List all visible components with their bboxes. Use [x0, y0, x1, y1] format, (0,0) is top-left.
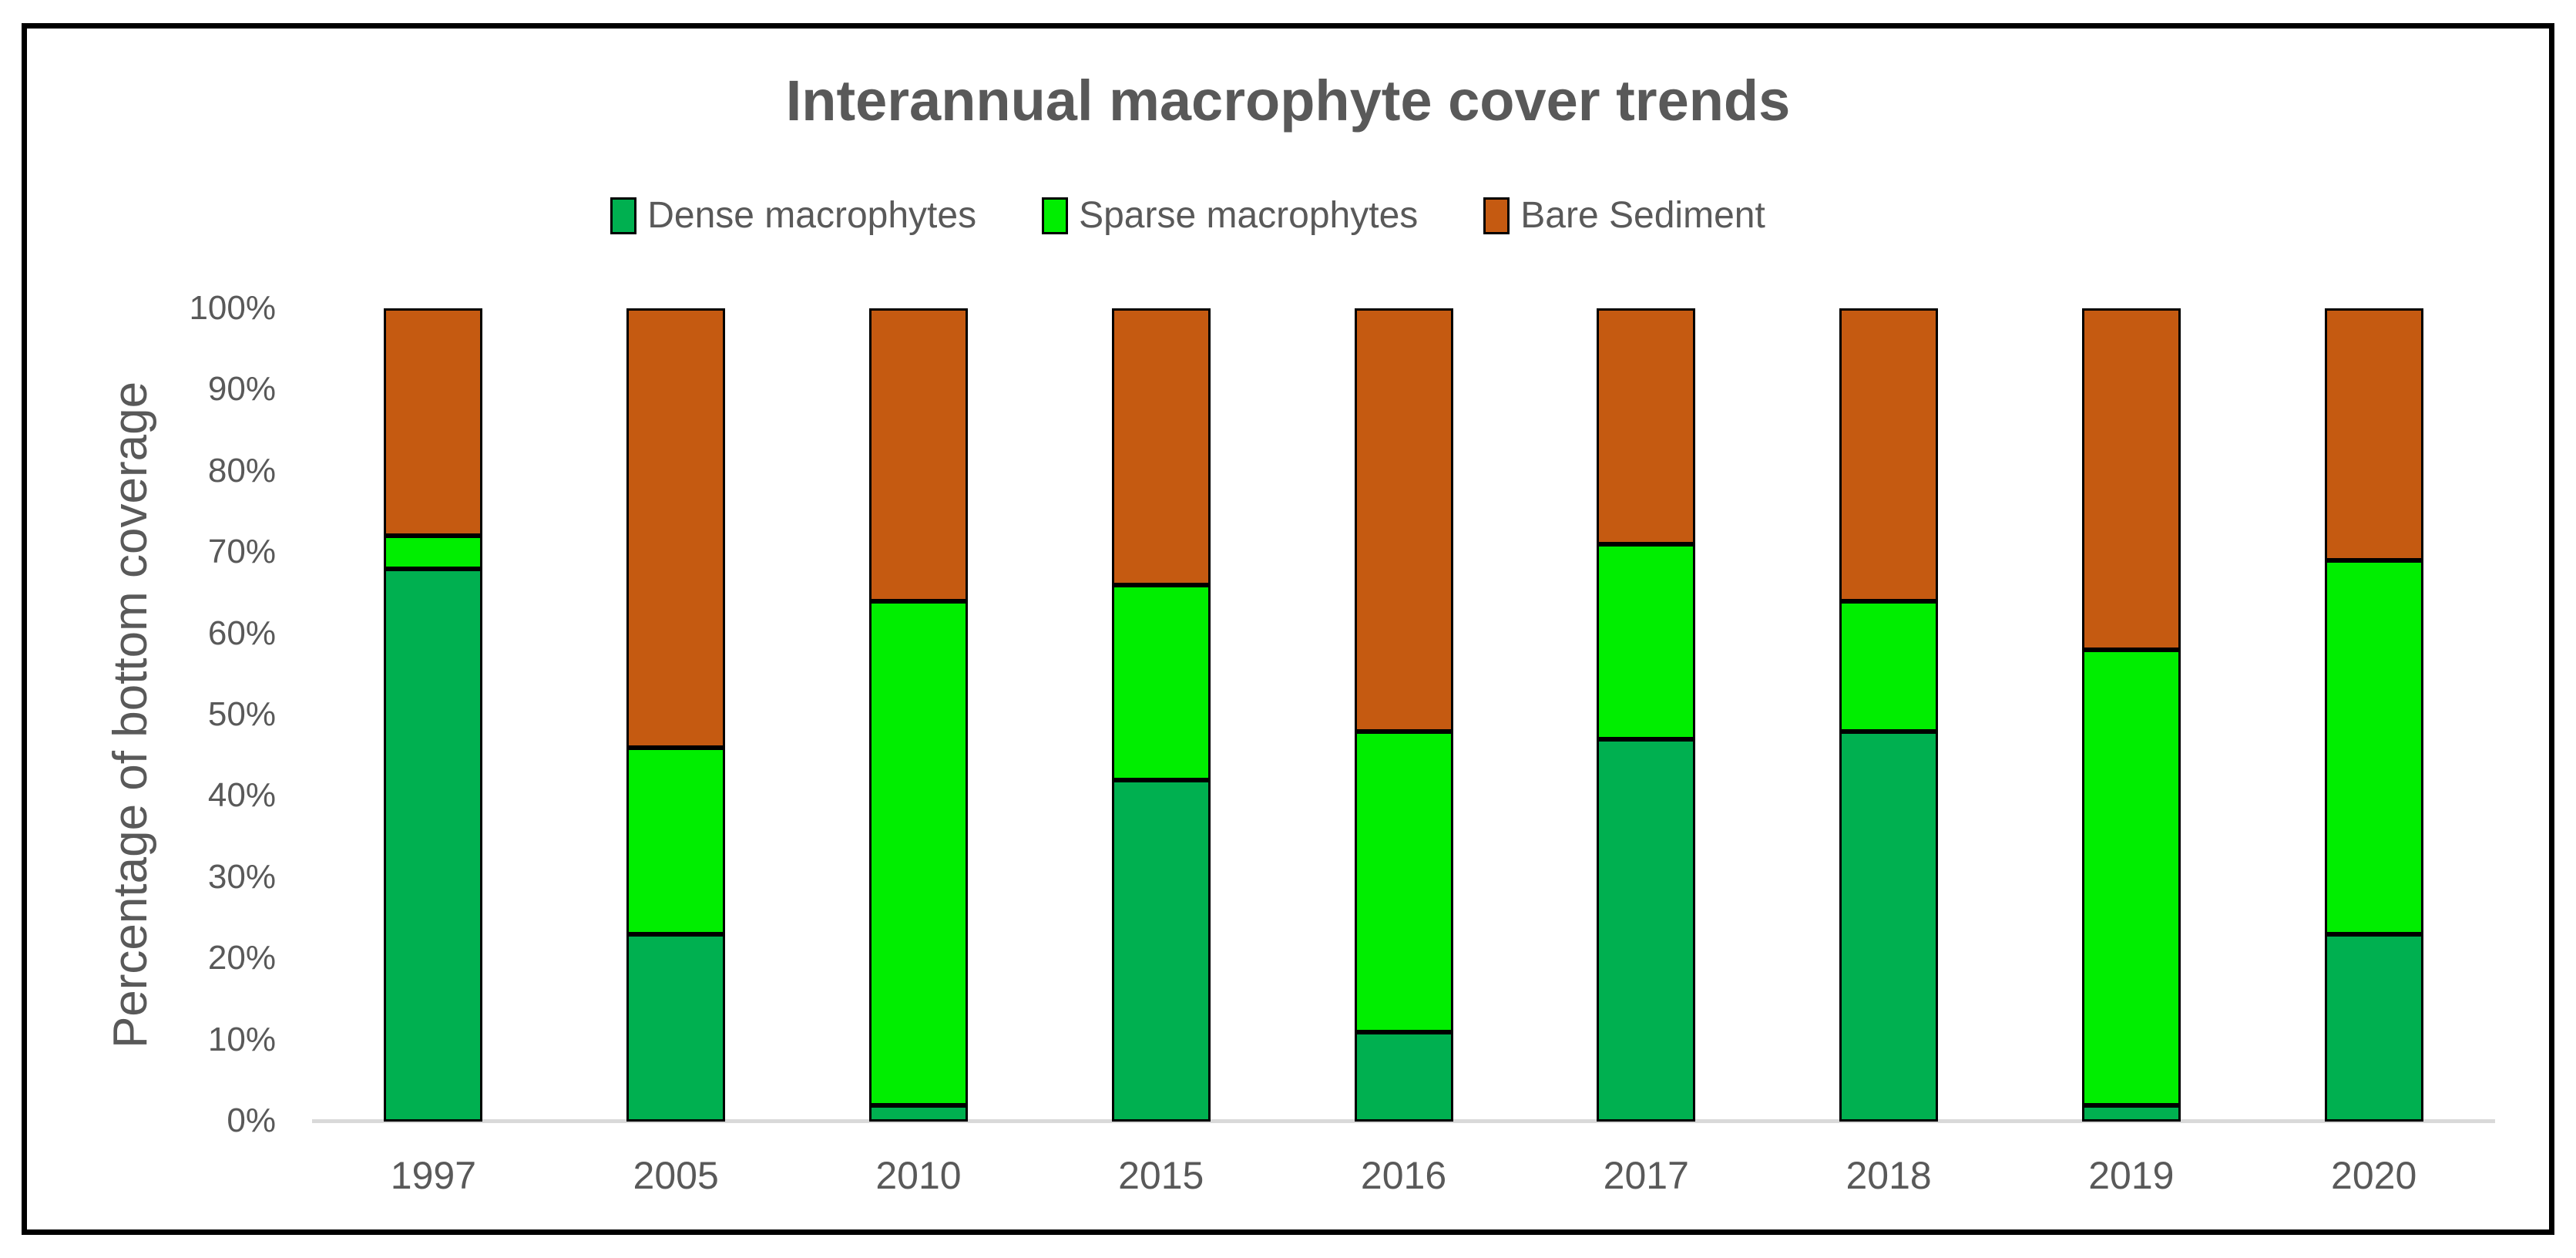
legend-item-dense: Dense macrophytes: [610, 194, 976, 237]
y-axis-tick-label: 100%: [189, 289, 276, 327]
chart-title: Interannual macrophyte cover trends: [785, 69, 1791, 133]
y-axis-tick-label: 20%: [207, 939, 276, 977]
legend-item-bare: Bare Sediment: [1483, 194, 1765, 237]
bar-segment: [1839, 308, 1939, 601]
legend-swatch-bare: [1483, 197, 1510, 234]
stacked-bar-2015: [1111, 308, 1211, 1122]
legend-label-dense: Dense macrophytes: [647, 195, 977, 236]
stacked-bar-2017: [1597, 308, 1696, 1122]
bar-segment: [868, 600, 968, 1105]
y-axis-tick-label: 70%: [207, 533, 276, 571]
stacked-bar-2010: [868, 308, 968, 1122]
bar-slot-2005: [555, 308, 798, 1122]
legend-item-sparse: Sparse macrophytes: [1042, 194, 1418, 237]
y-axis-tick-label: 40%: [207, 776, 276, 815]
bar-slot-2010: [798, 308, 1040, 1122]
stacked-bar-2005: [626, 308, 726, 1122]
bar-segment: [1111, 584, 1211, 780]
bar-slot-2020: [2252, 308, 2495, 1122]
bar-segment: [2081, 1105, 2181, 1122]
y-axis-tick-label: 30%: [207, 857, 276, 896]
stacked-bar-2020: [2324, 308, 2423, 1122]
bar-segment: [2324, 308, 2423, 561]
stacked-bar-2018: [1839, 308, 1939, 1122]
x-axis-label: 2015: [1118, 1154, 1204, 1197]
bar-segment: [1597, 308, 1696, 544]
bar-segment: [626, 747, 726, 935]
x-axis-label: 2016: [1360, 1154, 1447, 1197]
bar-segment: [626, 308, 726, 748]
bar-segment: [1354, 731, 1453, 1032]
x-axis-labels: 1997 2005 2010 2015 2016 2017 2018 2019 2020: [312, 1153, 2495, 1198]
legend-label-bare: Bare Sediment: [1520, 195, 1765, 236]
plot-area: [312, 308, 2495, 1122]
legend-swatch-dense: [610, 197, 637, 234]
y-axis-tick-label: 0%: [227, 1102, 276, 1139]
x-axis-label: 2017: [1603, 1154, 1689, 1197]
x-axis-label: 1997: [390, 1154, 476, 1197]
bar-slot-2015: [1039, 308, 1282, 1122]
stacked-bar-2016: [1354, 308, 1453, 1122]
y-axis-tick-label: 90%: [207, 370, 276, 409]
bar-segment: [1354, 1031, 1453, 1122]
bar-segment: [2081, 308, 2181, 651]
bar-segment: [868, 1105, 968, 1122]
bar-segment: [2081, 650, 2181, 1105]
x-axis-label: 2018: [1846, 1154, 1932, 1197]
bar-segment: [1597, 739, 1696, 1122]
x-axis-label: 2019: [2088, 1154, 2175, 1197]
bar-segment: [1839, 600, 1939, 732]
bar-segment: [1111, 779, 1211, 1122]
bar-segment: [2324, 934, 2423, 1122]
x-axis-label: 2005: [633, 1154, 719, 1197]
bar-slot-2017: [1525, 308, 1768, 1122]
y-axis-tick-label: 10%: [207, 1020, 276, 1058]
y-axis-tick-label: 80%: [207, 451, 276, 489]
bar-segment: [1111, 308, 1211, 585]
bar-segment: [1839, 731, 1939, 1122]
x-axis-label: 2010: [875, 1154, 962, 1197]
bar-segment: [626, 934, 726, 1122]
bar-segment: [2324, 560, 2423, 935]
y-axis-tick-label: 50%: [207, 695, 276, 733]
stacked-bar-1997: [384, 308, 483, 1122]
legend-label-sparse: Sparse macrophytes: [1079, 195, 1419, 236]
bar-segment: [1597, 543, 1696, 740]
legend-swatch-sparse: [1042, 197, 1069, 234]
bar-slot-1997: [312, 308, 555, 1122]
bar-segment: [1354, 308, 1453, 732]
bar-segment: [384, 308, 483, 536]
x-axis-label: 2020: [2331, 1154, 2417, 1197]
y-axis-tick-label: 60%: [207, 614, 276, 652]
bar-slot-2018: [1768, 308, 2010, 1122]
legend: Dense macrophytes Sparse macrophytes Bar…: [0, 194, 2376, 237]
bar-segment: [384, 536, 483, 569]
stacked-bar-2019: [2081, 308, 2181, 1122]
bar-segment: [384, 568, 483, 1122]
bar-segment: [868, 308, 968, 601]
bar-slot-2019: [2010, 308, 2252, 1122]
bar-slot-2016: [1282, 308, 1525, 1122]
